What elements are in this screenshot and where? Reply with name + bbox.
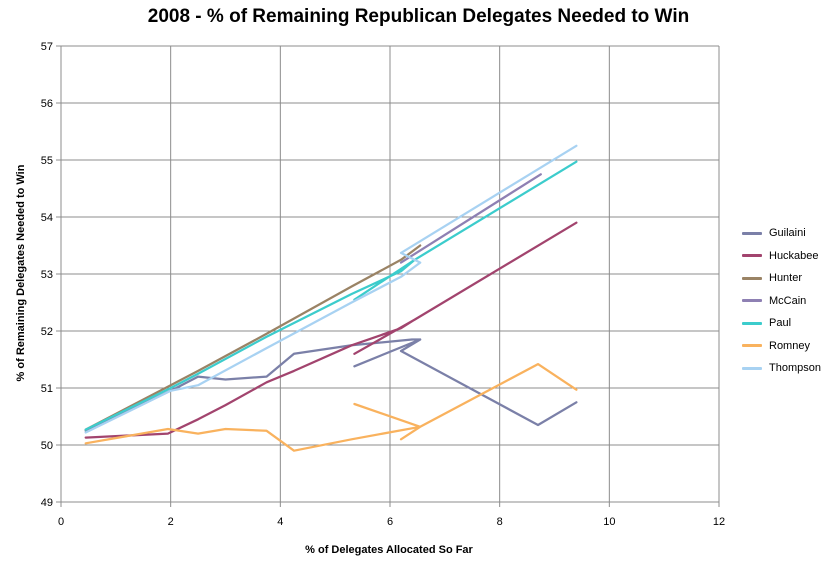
legend-item-huckabee: Huckabee [742, 245, 834, 268]
y-tick-label: 53 [41, 269, 53, 281]
tick-labels: 49 50 51 52 53 54 55 56 57 0 2 4 6 8 10 12 [41, 41, 725, 528]
legend: Guilaini Huckabee Hunter McCain Paul Romney Th… [742, 222, 834, 380]
chart-title: 2008 - % of Remaining Republican Delegat… [147, 6, 690, 27]
legend-item-romney: Romney [742, 335, 834, 358]
x-axis-title: % of Delegates Allocated So Far [305, 544, 473, 556]
legend-label: Hunter [769, 272, 803, 285]
legend-label: Paul [769, 317, 792, 330]
y-tick-label: 51 [41, 383, 53, 395]
x-tick-label: 12 [713, 516, 725, 528]
y-tick-label: 55 [41, 155, 53, 167]
y-tick-label: 54 [41, 212, 53, 224]
x-tick-label: 4 [277, 516, 283, 528]
legend-swatch [742, 254, 762, 258]
legend-item-thompson: Thompson [742, 357, 834, 380]
x-tick-label: 10 [603, 516, 615, 528]
legend-swatch [742, 321, 762, 325]
legend-label: McCain [769, 294, 807, 307]
legend-swatch [742, 276, 762, 280]
x-tick-label: 0 [58, 516, 64, 528]
legend-label: Guilaini [769, 227, 806, 240]
series-line-huckabee [84, 221, 578, 439]
series-line-mccain [399, 173, 542, 264]
series-line-thompson [84, 144, 578, 434]
y-tick-label: 56 [41, 98, 53, 110]
x-tick-label: 6 [387, 516, 393, 528]
y-axis-title: % of Remaining Delegates Needed to Win [15, 164, 27, 381]
series-line-romney [84, 362, 578, 452]
x-tick-label: 2 [168, 516, 174, 528]
legend-label: Thompson [769, 362, 821, 375]
y-tick-label: 52 [41, 326, 53, 338]
series-line-guilaini [84, 338, 578, 432]
x-tick-label: 8 [497, 516, 503, 528]
legend-item-mccain: McCain [742, 290, 834, 313]
legend-item-guilaini: Guilaini [742, 222, 834, 245]
legend-label: Romney [769, 339, 810, 352]
y-tick-label: 50 [41, 440, 53, 452]
y-tick-label: 49 [41, 497, 53, 509]
series-line-paul [84, 160, 578, 431]
legend-swatch [742, 299, 762, 303]
legend-swatch [742, 366, 762, 370]
legend-swatch [742, 231, 762, 235]
axes [56, 45, 720, 507]
legend-item-hunter: Hunter [742, 267, 834, 290]
y-tick-label: 57 [41, 41, 53, 53]
series-line-hunter [84, 244, 422, 431]
series-lines [84, 144, 578, 452]
legend-swatch [742, 344, 762, 348]
legend-label: Huckabee [769, 249, 819, 262]
legend-item-paul: Paul [742, 312, 834, 335]
